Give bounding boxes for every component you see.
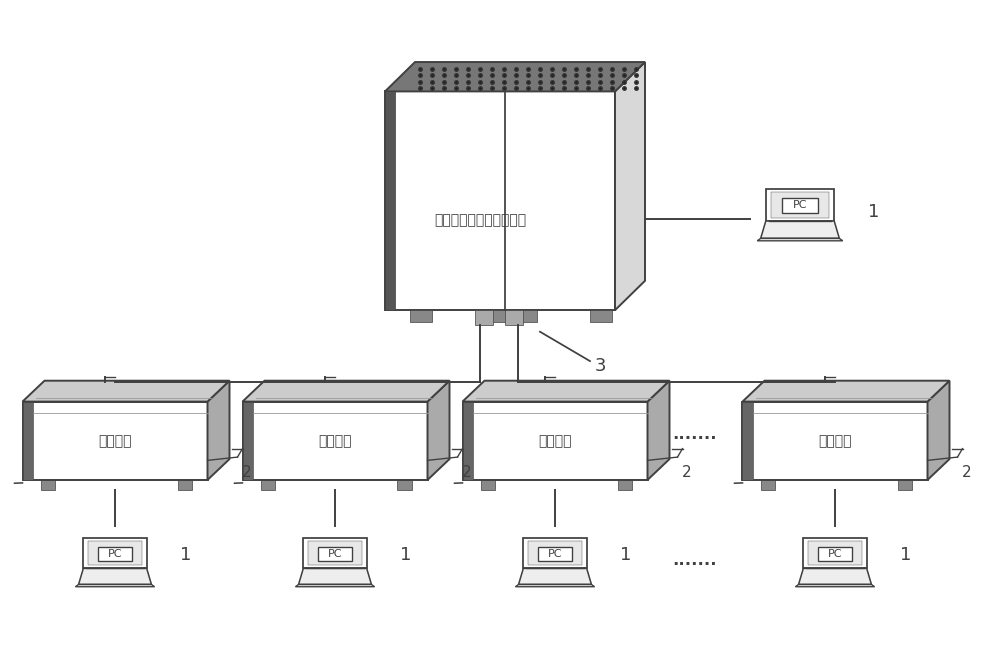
Bar [318, 547, 352, 561]
Polygon shape [481, 480, 495, 490]
Polygon shape [303, 539, 367, 568]
Text: 1: 1 [868, 203, 879, 221]
Text: 电池系统: 电池系统 [538, 434, 572, 448]
Polygon shape [41, 480, 55, 490]
Polygon shape [23, 402, 208, 480]
Polygon shape [519, 568, 591, 584]
Polygon shape [766, 189, 834, 221]
Polygon shape [771, 192, 829, 218]
Polygon shape [462, 402, 473, 480]
Polygon shape [528, 541, 582, 565]
Polygon shape [462, 381, 670, 402]
Text: PC: PC [328, 549, 342, 559]
Polygon shape [243, 381, 450, 402]
Text: PC: PC [828, 549, 842, 559]
Polygon shape [515, 310, 537, 322]
Polygon shape [803, 539, 867, 568]
Bar [818, 547, 852, 561]
Polygon shape [808, 541, 862, 565]
Polygon shape [295, 584, 375, 587]
Bar [538, 547, 572, 561]
Polygon shape [742, 402, 753, 480]
Text: 电池系统: 电池系统 [818, 434, 852, 448]
Text: 1: 1 [620, 546, 631, 564]
Bar [505, 310, 523, 325]
Text: PC: PC [548, 549, 562, 559]
Text: PC: PC [108, 549, 122, 559]
Polygon shape [648, 381, 670, 480]
Polygon shape [795, 584, 875, 587]
Polygon shape [462, 402, 648, 480]
Polygon shape [590, 310, 612, 322]
Text: .......: ....... [673, 550, 717, 569]
Polygon shape [490, 310, 512, 322]
Polygon shape [410, 310, 432, 322]
Text: 1: 1 [180, 546, 191, 564]
Text: 2: 2 [682, 465, 691, 479]
Text: 1: 1 [400, 546, 411, 564]
Text: 电池系统: 电池系统 [318, 434, 352, 448]
Text: 2: 2 [462, 465, 471, 479]
Polygon shape [618, 480, 632, 490]
Polygon shape [260, 480, 274, 490]
Polygon shape [243, 402, 252, 480]
Polygon shape [308, 541, 362, 565]
Polygon shape [23, 381, 230, 402]
Polygon shape [75, 584, 155, 587]
Polygon shape [898, 480, 912, 490]
Polygon shape [757, 238, 843, 241]
Bar [782, 198, 818, 213]
Polygon shape [178, 480, 192, 490]
Polygon shape [515, 584, 595, 587]
Bar [475, 310, 493, 325]
Text: PC: PC [793, 200, 807, 210]
Polygon shape [385, 91, 395, 310]
Polygon shape [761, 221, 839, 238]
Polygon shape [385, 62, 645, 91]
Polygon shape [243, 402, 428, 480]
Polygon shape [928, 381, 950, 480]
Text: 3: 3 [595, 357, 606, 375]
Polygon shape [428, 381, 450, 480]
Text: .......: ....... [673, 425, 717, 443]
Polygon shape [397, 480, 412, 490]
Polygon shape [83, 539, 147, 568]
Polygon shape [299, 568, 371, 584]
Polygon shape [208, 381, 230, 480]
Text: 2: 2 [962, 465, 971, 479]
Text: 电池系统: 电池系统 [98, 434, 132, 448]
Polygon shape [23, 402, 33, 480]
Polygon shape [523, 539, 587, 568]
Polygon shape [385, 91, 615, 310]
Text: 电池系统充放电检测设备: 电池系统充放电检测设备 [434, 214, 526, 227]
Polygon shape [761, 480, 774, 490]
Text: 2: 2 [242, 465, 251, 479]
Polygon shape [742, 402, 928, 480]
Text: 1: 1 [900, 546, 911, 564]
Bar [98, 547, 132, 561]
Polygon shape [88, 541, 142, 565]
Polygon shape [742, 381, 950, 402]
Polygon shape [799, 568, 871, 584]
Polygon shape [615, 62, 645, 310]
Polygon shape [79, 568, 151, 584]
